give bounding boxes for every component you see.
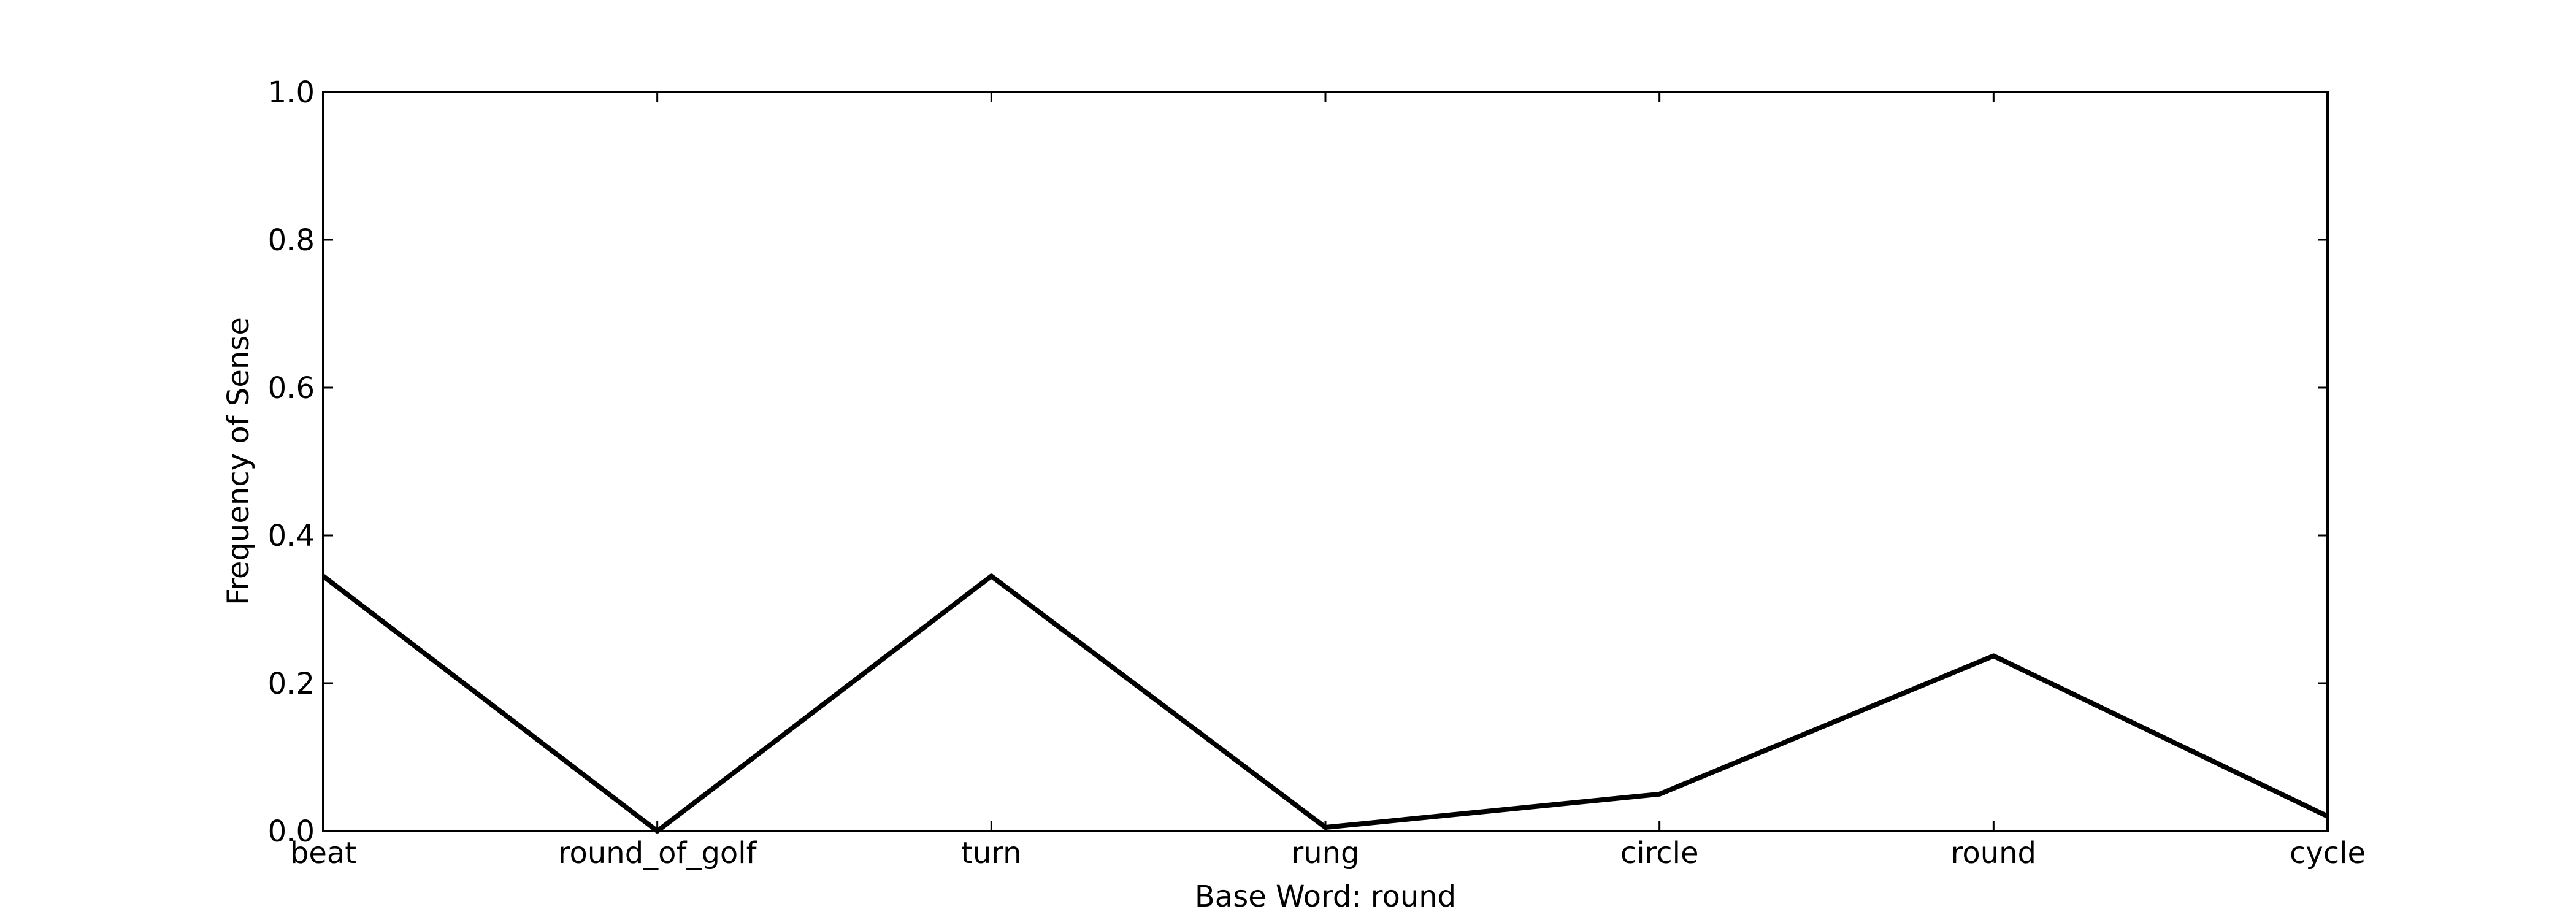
y-tick-label: 0.4: [268, 519, 315, 553]
x-axis-label: Base Word: round: [1195, 880, 1456, 914]
x-tick-label: cycle: [2290, 836, 2366, 870]
x-tick-label: beat: [290, 836, 356, 870]
x-tick-label: turn: [961, 836, 1022, 870]
plot-frame: [322, 91, 2329, 832]
plot-area: [323, 92, 2328, 831]
x-tick-label: round: [1951, 836, 2036, 870]
y-axis-label: Frequency of Sense: [221, 317, 256, 605]
x-tick-label: rung: [1291, 836, 1359, 870]
x-tick-label: round_of_golf: [558, 836, 757, 870]
y-tick-label: 0.0: [268, 815, 315, 849]
y-tick-label: 0.8: [268, 223, 315, 258]
y-tick-label: 0.6: [268, 371, 315, 405]
x-tick-label: circle: [1620, 836, 1699, 870]
y-tick-label: 0.2: [268, 667, 315, 701]
y-tick-label: 1.0: [268, 75, 315, 110]
labels-layer: 0.0 0.2 0.4 0.6 0.8 1.0 beat round_of_golf turn r…: [268, 75, 2366, 870]
